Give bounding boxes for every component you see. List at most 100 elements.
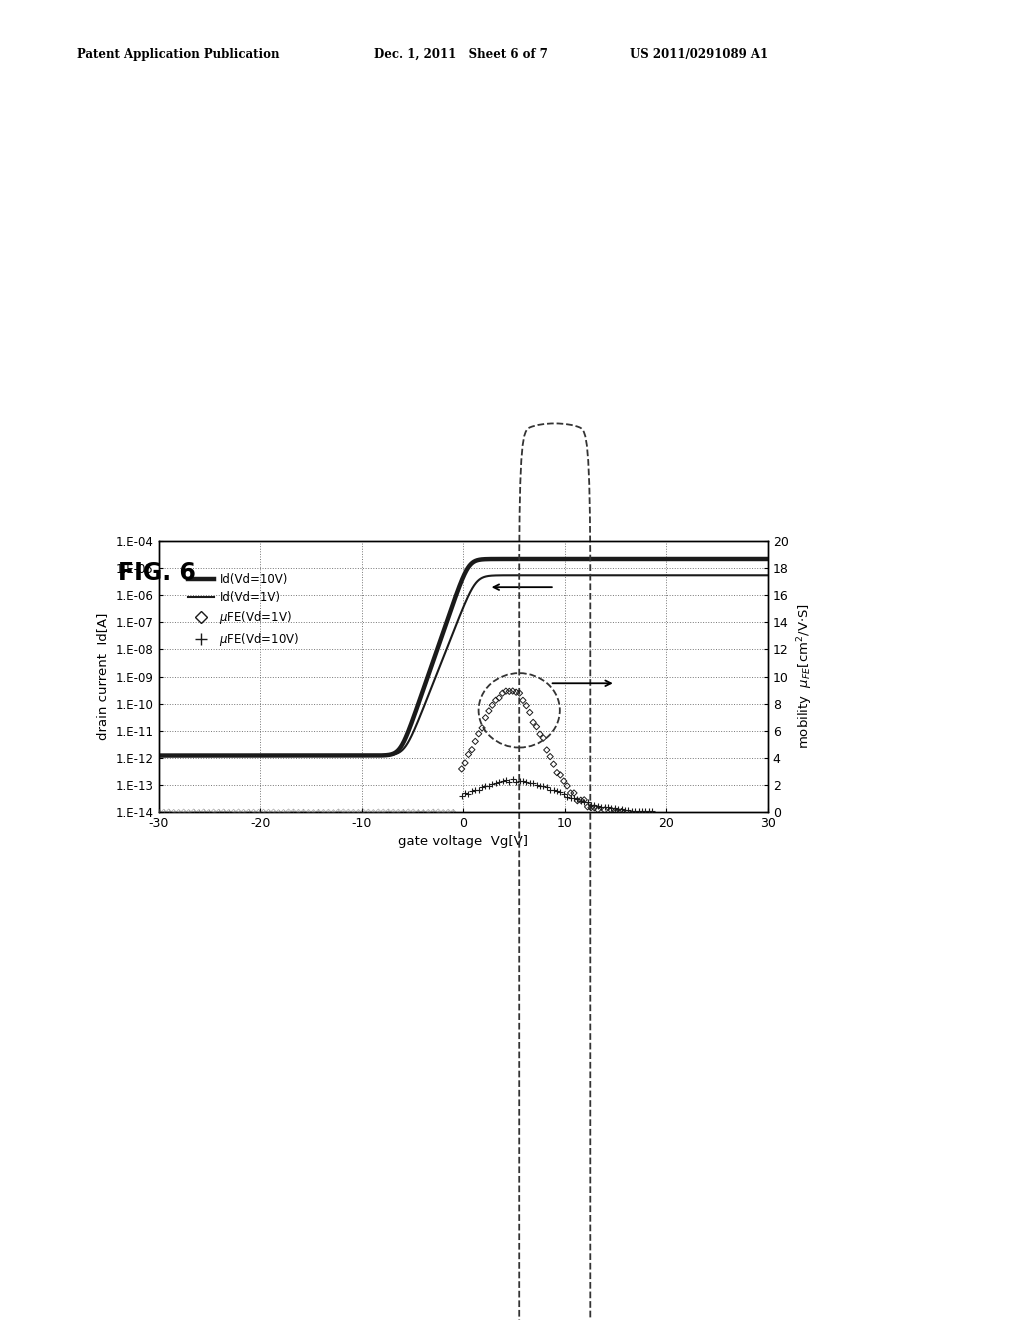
Point xyxy=(281,801,297,822)
Point xyxy=(531,775,548,796)
Point xyxy=(190,801,207,822)
Point xyxy=(487,690,504,711)
Point xyxy=(270,801,287,822)
Point xyxy=(610,799,627,820)
Point xyxy=(621,800,637,821)
Point xyxy=(525,774,542,795)
Point xyxy=(275,801,292,822)
Point xyxy=(265,801,282,822)
Point xyxy=(215,801,231,822)
Point xyxy=(385,801,401,822)
Point xyxy=(583,795,599,816)
Point xyxy=(250,801,266,822)
Point xyxy=(613,799,630,820)
Point xyxy=(566,788,583,809)
Point xyxy=(210,801,226,822)
Point xyxy=(490,772,507,793)
Point xyxy=(250,801,266,822)
Point xyxy=(470,723,486,744)
Point xyxy=(295,801,311,822)
Point xyxy=(366,801,382,822)
Point xyxy=(505,768,521,789)
Point xyxy=(435,801,452,822)
Point xyxy=(310,801,327,822)
Point xyxy=(190,801,207,822)
Point xyxy=(395,801,412,822)
Point xyxy=(151,801,167,822)
Point xyxy=(508,772,524,793)
Point xyxy=(385,801,401,822)
Point xyxy=(501,681,517,702)
Legend: Id(Vd=10V), Id(Vd=1V), $\mu$FE(Vd=1V), $\mu$FE(Vd=10V): Id(Vd=10V), Id(Vd=1V), $\mu$FE(Vd=1V), $… xyxy=(183,569,304,652)
Point xyxy=(335,800,351,821)
Point xyxy=(420,801,436,822)
Point xyxy=(185,801,202,822)
Point xyxy=(539,777,555,799)
Point xyxy=(531,723,548,744)
Point xyxy=(410,801,426,822)
Point xyxy=(593,796,609,817)
Point xyxy=(300,801,316,822)
Point xyxy=(375,801,391,822)
Point xyxy=(464,739,480,760)
Point xyxy=(290,801,306,822)
Point xyxy=(586,795,602,816)
Point xyxy=(370,801,386,822)
Point xyxy=(606,801,623,822)
Point xyxy=(580,792,596,813)
Point xyxy=(321,801,337,822)
Point xyxy=(410,801,426,822)
Point xyxy=(236,801,252,822)
Point xyxy=(345,801,361,822)
Point xyxy=(600,797,616,818)
Point xyxy=(549,762,565,783)
Point xyxy=(477,708,494,729)
Point xyxy=(201,801,217,822)
Point xyxy=(241,801,257,822)
Point xyxy=(390,801,407,822)
Point xyxy=(230,801,247,822)
Point xyxy=(185,801,202,822)
X-axis label: gate voltage  Vg[V]: gate voltage Vg[V] xyxy=(398,836,528,849)
Point xyxy=(577,792,593,813)
Point xyxy=(495,771,511,792)
Point xyxy=(215,800,231,821)
Point xyxy=(225,801,242,822)
Point xyxy=(511,682,527,704)
Point xyxy=(515,690,531,711)
Point xyxy=(300,801,316,822)
Point xyxy=(562,783,579,804)
Point xyxy=(430,800,446,821)
Point xyxy=(470,779,486,800)
Point xyxy=(400,801,417,822)
Point xyxy=(495,682,511,704)
Point xyxy=(206,801,222,822)
Point xyxy=(281,801,297,822)
Point xyxy=(220,801,237,822)
Text: Patent Application Publication: Patent Application Publication xyxy=(77,48,280,61)
Point xyxy=(498,770,514,791)
Point xyxy=(508,681,524,702)
Point xyxy=(616,800,633,821)
Point xyxy=(166,801,182,822)
Point xyxy=(603,800,620,821)
Point xyxy=(511,771,527,792)
Point xyxy=(275,801,292,822)
Point xyxy=(474,776,490,797)
Point xyxy=(539,739,555,760)
Point xyxy=(241,801,257,822)
Point xyxy=(340,801,356,822)
Point xyxy=(225,801,242,822)
Point xyxy=(480,775,497,796)
Point xyxy=(536,775,552,796)
Point xyxy=(175,801,191,822)
Point xyxy=(206,801,222,822)
Point xyxy=(634,801,650,822)
Point xyxy=(175,801,191,822)
Point xyxy=(260,801,276,822)
Point xyxy=(415,801,431,822)
Point xyxy=(290,801,306,822)
Point xyxy=(556,784,572,805)
Point xyxy=(552,781,568,803)
Point xyxy=(286,801,302,822)
